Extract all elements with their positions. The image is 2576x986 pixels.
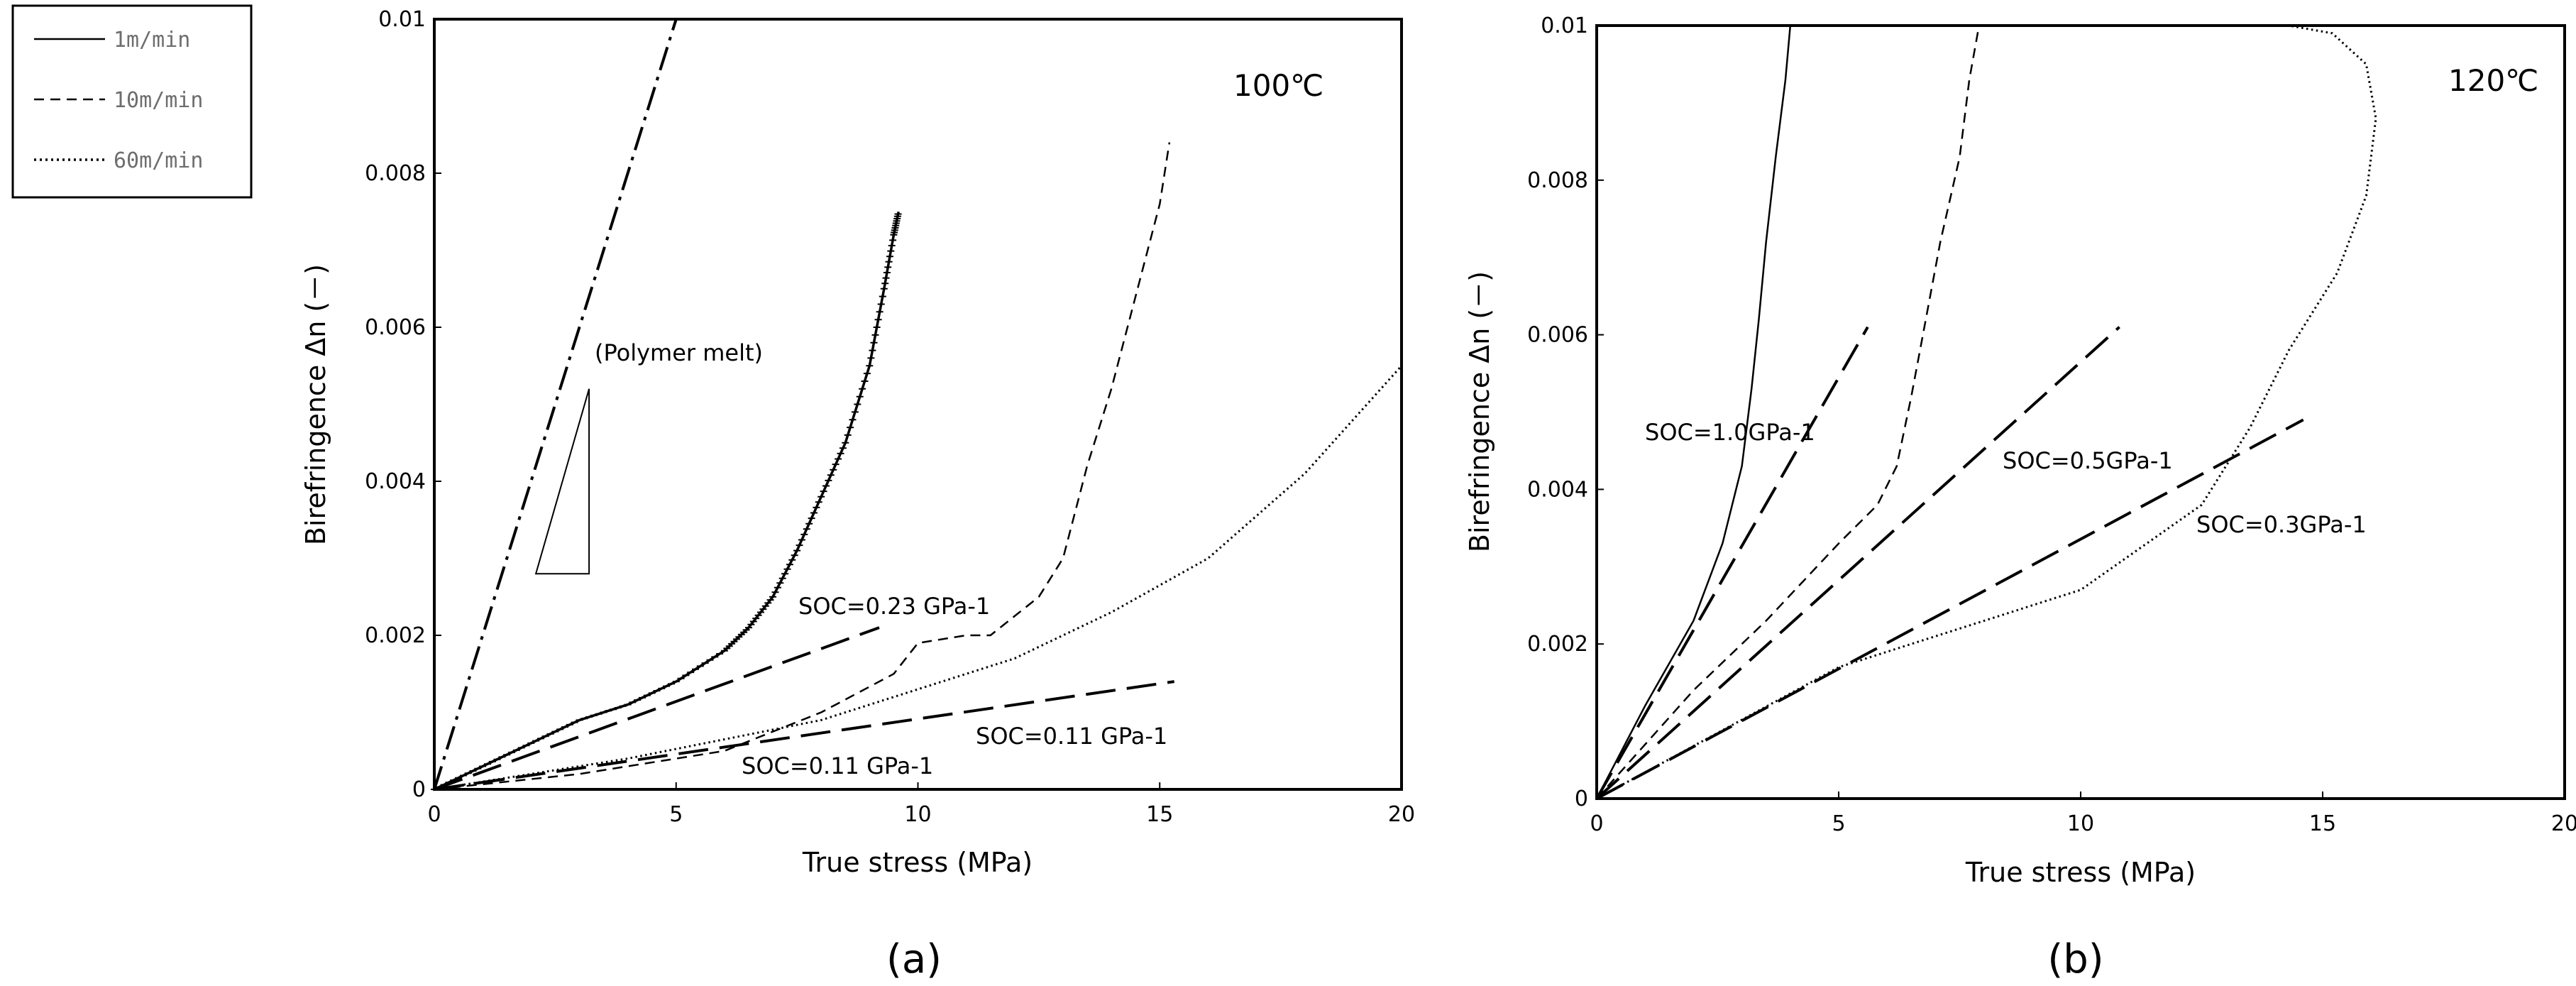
chart-a-x-axis-title: True stress (MPa) <box>802 847 1033 878</box>
chart-a-y-axis-title: Birefringence Δn (－) <box>300 264 331 545</box>
chart-b-y-tick-label: 0 <box>1575 787 1588 811</box>
chart-b-series-soc-0-3gpa-1 <box>1596 418 2304 800</box>
chart-b-x-tick-label: 20 <box>2551 811 2576 836</box>
chart-b-series-10m-min <box>1596 25 1981 799</box>
chart-a-x-ticks: 0 5 10 15 20 <box>427 782 1415 827</box>
chart-b-plot-frame <box>1595 24 2566 800</box>
chart-b-x-tick-label: 10 <box>2067 811 2094 836</box>
chart-b-series-soc-0-5gpa-1 <box>1595 326 2120 800</box>
chart-b-series <box>1595 24 2377 800</box>
chart-a-series-polymer-melt <box>433 18 678 790</box>
chart-a-y-tick-label: 0.002 <box>365 623 426 648</box>
chart-a-y-ticks: 0 0.002 0.004 0.006 0.008 0.01 <box>365 7 441 802</box>
chart-b-series-60m-min <box>1596 24 2377 800</box>
chart-a-soc-011-bottom-label: SOC=0.11 GPa-1 <box>742 752 933 779</box>
chart-a-slope-triangle <box>534 388 590 575</box>
chart-a-soc-011-right-label: SOC=0.11 GPa-1 <box>976 723 1167 750</box>
chart-a-plot-frame <box>433 18 1403 791</box>
chart-a-y-tick-label: 0 <box>412 777 426 802</box>
chart-a-soc-023-label: SOC=0.23 GPa-1 <box>798 593 990 620</box>
chart-a-x-tick-label: 15 <box>1146 802 1173 827</box>
chart-a-series <box>431 18 1403 791</box>
chart-a-series-soc-0-23-gpa-1 <box>434 626 880 791</box>
chart-b-y-ticks: 0 0.002 0.004 0.006 0.008 0.01 <box>1527 13 1604 811</box>
chart-b-series-soc-1-0gpa-1 <box>1595 326 1869 799</box>
chart-b-y-tick-label: 0.008 <box>1527 168 1588 193</box>
chart-b-y-tick-label: 0.002 <box>1527 632 1588 657</box>
chart-b-caption: (b) <box>2047 936 2103 982</box>
chart-a-x-tick-label: 5 <box>669 802 683 827</box>
chart-b-soc-10-label: SOC=1.0GPa-1 <box>1645 419 1815 446</box>
chart-a-y-tick-label: 0.01 <box>378 7 426 32</box>
chart-a-y-tick-label: 0.008 <box>365 161 426 186</box>
legend-label-2: 10m/min <box>114 88 203 113</box>
chart-b: 0 5 10 15 20 0 0.002 0.004 0.006 0.008 0.01 True … <box>1464 13 2576 982</box>
legend-label-1: 1m/min <box>114 28 190 53</box>
legend-label-3: 60m/min <box>114 148 203 173</box>
chart-a-caption: (a) <box>886 936 942 982</box>
chart-a-polymer-melt-label: (Polymer melt) <box>595 339 763 366</box>
chart-a: 0 5 10 15 20 0 0.002 0.004 0.006 0.008 0.01 True … <box>300 7 1415 982</box>
chart-b-y-tick-label: 0.004 <box>1527 477 1588 502</box>
chart-b-y-tick-label: 0.006 <box>1527 323 1588 348</box>
chart-b-y-tick-label: 0.01 <box>1541 13 1588 38</box>
chart-a-series-soc-0-11-gpa-1 <box>434 680 1174 791</box>
chart-a-temperature-label: 100℃ <box>1233 68 1323 103</box>
chart-a-series-1m-min <box>434 211 900 791</box>
chart-b-soc-03-label: SOC=0.3GPa-1 <box>2196 511 2367 538</box>
chart-b-series-1m-min <box>1595 25 1792 799</box>
chart-b-x-ticks: 0 5 10 15 20 <box>1590 791 2576 836</box>
chart-a-x-tick-label: 10 <box>904 802 931 827</box>
chart-b-temperature-label: 120℃ <box>2448 63 2538 98</box>
chart-a-y-tick-label: 0.006 <box>365 315 426 340</box>
chart-b-y-axis-title: Birefringence Δn (－) <box>1464 271 1495 552</box>
chart-a-x-tick-label: 20 <box>1388 802 1415 827</box>
legend: 1m/min 10m/min 60m/min <box>11 4 253 199</box>
chart-b-soc-05-label: SOC=0.5GPa-1 <box>2003 447 2173 474</box>
legend-box <box>11 4 253 199</box>
chart-a-series-60m-min <box>434 365 1403 791</box>
chart-a-y-tick-label: 0.004 <box>365 469 426 494</box>
chart-b-x-tick-label: 0 <box>1590 811 1603 836</box>
chart-a-x-tick-label: 0 <box>427 802 441 827</box>
chart-a-series-10m-min <box>434 142 1171 791</box>
chart-b-x-axis-title: True stress (MPa) <box>1965 857 2196 888</box>
chart-a-series-1m-min-noise <box>431 213 902 790</box>
chart-b-x-tick-label: 15 <box>2309 811 2336 836</box>
chart-b-x-tick-label: 5 <box>1832 811 1845 836</box>
